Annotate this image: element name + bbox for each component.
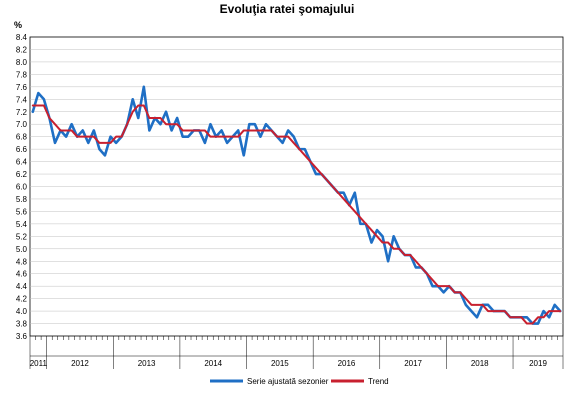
- y-tick-label: 7.6: [16, 83, 28, 92]
- series-layer: [31, 85, 562, 325]
- y-tick-label: 7.8: [16, 70, 28, 79]
- y-axis: 3.6 3.8 4.0 4.2 4.4 4.6 4.8 5.0 5.2 5.4 5.6 5.8 6.0 6…: [16, 33, 28, 341]
- y-tick-label: 5.0: [16, 245, 28, 254]
- y-tick-label: 5.6: [16, 207, 28, 216]
- chart-title: Evoluţia ratei şomajului: [220, 2, 355, 16]
- y-tick-label: 4.2: [16, 295, 28, 304]
- y-tick-label: 3.6: [16, 332, 28, 341]
- y-tick-label: 6.8: [16, 133, 28, 142]
- y-tick-label: 3.8: [16, 320, 28, 329]
- y-tick-label: 5.4: [16, 220, 28, 229]
- y-tick-label: 6.4: [16, 158, 28, 167]
- y-tick-label: 8.2: [16, 45, 28, 54]
- x-year-label: 2015: [271, 359, 289, 368]
- series-line-trend: [31, 104, 562, 325]
- x-year-label: 2017: [404, 359, 422, 368]
- y-tick-label: 5.8: [16, 195, 28, 204]
- gridlines: [30, 49, 563, 324]
- y-tick-label: 7.0: [16, 120, 28, 129]
- y-tick-label: 6.2: [16, 170, 28, 179]
- y-tick-label: 8.4: [16, 33, 28, 42]
- x-year-label: 2019: [529, 359, 547, 368]
- x-year-label: 2013: [138, 359, 156, 368]
- y-tick-label: 7.4: [16, 95, 28, 104]
- y-tick-label: 6.6: [16, 145, 28, 154]
- x-year-label: 2016: [338, 359, 356, 368]
- y-tick-label: 7.2: [16, 108, 28, 117]
- x-axis: 2011 2012 2013 2014 2015 2016 2017 2018 2019: [30, 336, 564, 369]
- x-year-label: 2014: [204, 359, 222, 368]
- y-tick-label: 6.0: [16, 183, 28, 192]
- x-year-label: 2012: [71, 359, 89, 368]
- x-year-label: 2011: [30, 359, 48, 368]
- y-tick-label: 4.4: [16, 282, 28, 291]
- series-line-seasonally-adjusted: [31, 85, 562, 325]
- x-year-label: 2018: [471, 359, 489, 368]
- legend-label: Serie ajustată sezonier: [247, 377, 329, 386]
- y-tick-label: 4.0: [16, 307, 28, 316]
- y-tick-label: 5.2: [16, 232, 28, 241]
- legend-label: Trend: [368, 377, 389, 386]
- y-axis-unit-label: %: [14, 20, 22, 30]
- y-tick-label: 4.8: [16, 257, 28, 266]
- y-tick-label: 4.6: [16, 270, 28, 279]
- y-tick-label: 8.0: [16, 58, 28, 67]
- legend: Serie ajustată sezonier Trend: [210, 377, 389, 386]
